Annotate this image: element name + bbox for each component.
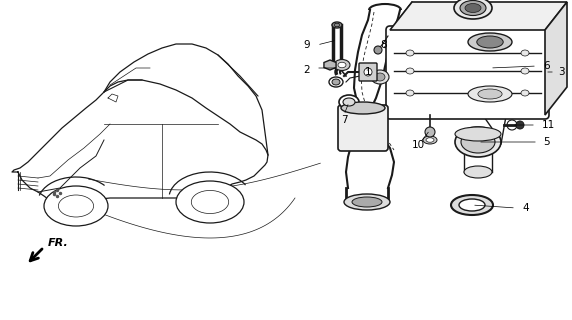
- Ellipse shape: [423, 136, 437, 144]
- Ellipse shape: [334, 60, 350, 70]
- Ellipse shape: [406, 50, 414, 56]
- Ellipse shape: [191, 190, 229, 213]
- Ellipse shape: [343, 98, 355, 106]
- Ellipse shape: [58, 195, 94, 217]
- FancyBboxPatch shape: [386, 26, 549, 119]
- Ellipse shape: [339, 95, 359, 109]
- Text: 5: 5: [543, 137, 550, 147]
- Ellipse shape: [468, 86, 512, 102]
- Ellipse shape: [521, 90, 529, 96]
- Polygon shape: [324, 60, 336, 70]
- Text: 4: 4: [522, 203, 529, 213]
- Ellipse shape: [465, 4, 481, 12]
- Ellipse shape: [468, 33, 512, 51]
- Circle shape: [425, 127, 435, 137]
- Ellipse shape: [329, 77, 343, 87]
- FancyBboxPatch shape: [359, 63, 377, 81]
- Polygon shape: [545, 2, 567, 115]
- Ellipse shape: [521, 50, 529, 56]
- Text: 11: 11: [542, 120, 555, 130]
- Text: 9: 9: [303, 40, 310, 50]
- Text: 1: 1: [365, 67, 371, 77]
- Polygon shape: [390, 2, 567, 30]
- Circle shape: [374, 46, 382, 54]
- Ellipse shape: [478, 89, 502, 99]
- Ellipse shape: [454, 0, 492, 19]
- Ellipse shape: [332, 22, 342, 28]
- Ellipse shape: [455, 127, 501, 157]
- Circle shape: [516, 121, 524, 129]
- FancyBboxPatch shape: [338, 105, 388, 151]
- Ellipse shape: [341, 102, 385, 114]
- Ellipse shape: [464, 166, 492, 178]
- Ellipse shape: [375, 73, 385, 81]
- Ellipse shape: [371, 70, 389, 84]
- Text: 8: 8: [380, 40, 387, 50]
- Ellipse shape: [332, 79, 340, 85]
- Ellipse shape: [44, 186, 108, 226]
- Ellipse shape: [455, 127, 501, 141]
- Ellipse shape: [461, 131, 495, 153]
- Text: 6: 6: [543, 61, 550, 71]
- Ellipse shape: [352, 197, 382, 207]
- Text: 2: 2: [303, 65, 310, 75]
- Circle shape: [364, 68, 372, 76]
- Ellipse shape: [334, 23, 340, 27]
- Ellipse shape: [426, 138, 434, 142]
- Text: FR.: FR.: [48, 238, 69, 248]
- Ellipse shape: [460, 1, 486, 15]
- Ellipse shape: [344, 194, 390, 210]
- Ellipse shape: [338, 62, 346, 68]
- Text: 10: 10: [411, 140, 424, 150]
- Text: 3: 3: [558, 67, 565, 77]
- Ellipse shape: [521, 68, 529, 74]
- Ellipse shape: [451, 195, 493, 215]
- Ellipse shape: [406, 90, 414, 96]
- Text: 7: 7: [341, 115, 347, 125]
- Ellipse shape: [459, 199, 485, 211]
- Ellipse shape: [176, 181, 244, 223]
- Ellipse shape: [477, 36, 503, 48]
- Ellipse shape: [406, 68, 414, 74]
